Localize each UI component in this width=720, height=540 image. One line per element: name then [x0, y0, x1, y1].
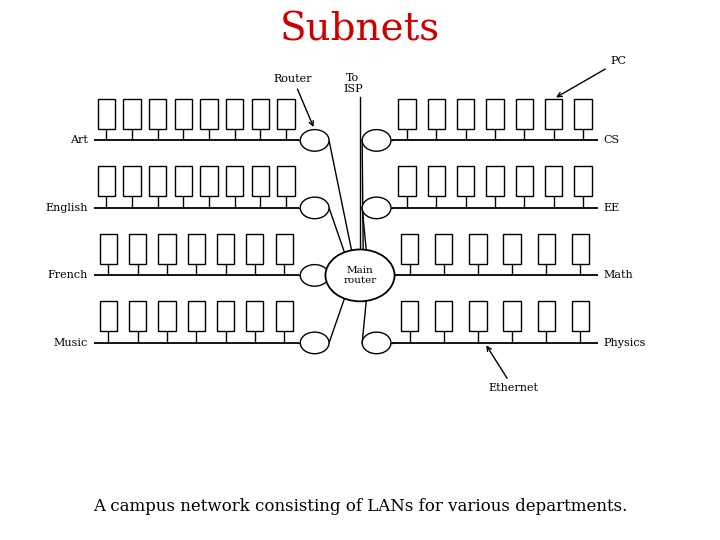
Bar: [276, 234, 293, 264]
Bar: [99, 234, 117, 264]
Bar: [200, 99, 217, 129]
Text: Router: Router: [274, 73, 313, 126]
Circle shape: [362, 197, 391, 219]
Bar: [457, 99, 474, 129]
Text: Physics: Physics: [603, 338, 646, 348]
Bar: [98, 99, 115, 129]
Text: English: English: [45, 203, 88, 213]
Circle shape: [300, 332, 329, 354]
Bar: [175, 166, 192, 196]
Bar: [435, 301, 452, 331]
Bar: [187, 301, 204, 331]
Bar: [99, 301, 117, 331]
Circle shape: [300, 265, 329, 286]
Bar: [487, 99, 504, 129]
Text: Art: Art: [70, 136, 88, 145]
Text: CS: CS: [603, 136, 619, 145]
Circle shape: [362, 332, 391, 354]
Bar: [469, 234, 487, 264]
Bar: [572, 234, 589, 264]
Bar: [226, 166, 243, 196]
Circle shape: [300, 197, 329, 219]
Bar: [572, 301, 589, 331]
Text: Math: Math: [603, 271, 633, 280]
Text: French: French: [48, 271, 88, 280]
Bar: [575, 99, 592, 129]
Text: Main
router: Main router: [343, 266, 377, 285]
Bar: [538, 301, 555, 331]
Circle shape: [362, 130, 391, 151]
Bar: [516, 99, 533, 129]
Circle shape: [362, 265, 391, 286]
Bar: [469, 301, 487, 331]
Bar: [123, 166, 140, 196]
Bar: [246, 301, 264, 331]
Bar: [98, 166, 115, 196]
Bar: [149, 99, 166, 129]
Bar: [457, 166, 474, 196]
Bar: [149, 166, 166, 196]
Bar: [277, 166, 294, 196]
Bar: [246, 234, 264, 264]
Bar: [435, 234, 452, 264]
Bar: [545, 166, 562, 196]
Text: Ethernet: Ethernet: [487, 347, 539, 394]
Text: Music: Music: [53, 338, 88, 348]
Bar: [428, 166, 445, 196]
Bar: [516, 166, 533, 196]
Bar: [276, 301, 293, 331]
Bar: [187, 234, 204, 264]
Bar: [538, 234, 555, 264]
Text: Subnets: Subnets: [280, 11, 440, 48]
Bar: [503, 234, 521, 264]
Bar: [487, 166, 504, 196]
Circle shape: [300, 130, 329, 151]
Bar: [217, 234, 234, 264]
Bar: [252, 99, 269, 129]
Text: PC: PC: [557, 56, 626, 97]
Bar: [575, 166, 592, 196]
Bar: [158, 234, 176, 264]
Bar: [200, 166, 217, 196]
Bar: [129, 234, 146, 264]
Text: To
ISP: To ISP: [343, 73, 363, 94]
Bar: [123, 99, 140, 129]
Bar: [398, 99, 415, 129]
Circle shape: [325, 249, 395, 301]
Bar: [252, 166, 269, 196]
Bar: [401, 301, 418, 331]
Bar: [428, 99, 445, 129]
Text: EE: EE: [603, 203, 620, 213]
Bar: [503, 301, 521, 331]
Text: A campus network consisting of LANs for various departments.: A campus network consisting of LANs for …: [93, 498, 627, 515]
Bar: [158, 301, 176, 331]
Bar: [175, 99, 192, 129]
Bar: [129, 301, 146, 331]
Bar: [226, 99, 243, 129]
Bar: [545, 99, 562, 129]
Bar: [277, 99, 294, 129]
Bar: [217, 301, 234, 331]
Bar: [398, 166, 415, 196]
Bar: [401, 234, 418, 264]
